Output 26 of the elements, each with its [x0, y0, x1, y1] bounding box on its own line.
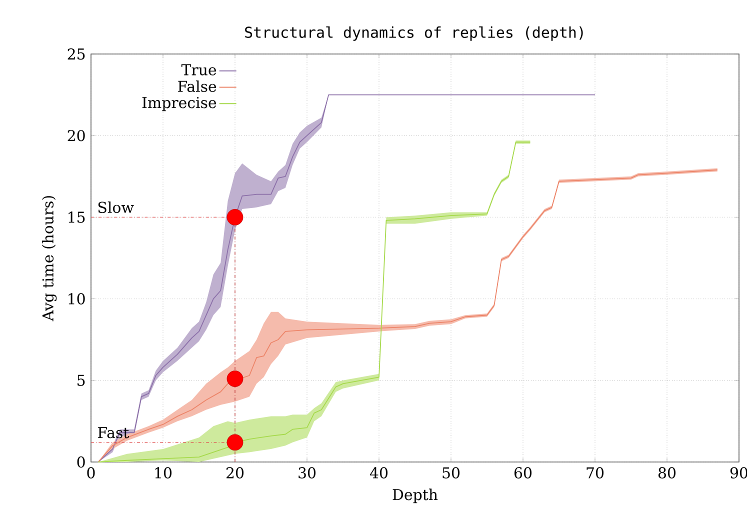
legend-label: True — [181, 64, 216, 76]
y-tick-label: 10 — [68, 293, 85, 304]
y-tick-label: 5 — [78, 374, 85, 386]
x-tick-label: 60 — [514, 467, 532, 478]
x-tick-label: 10 — [155, 467, 172, 478]
point — [226, 434, 244, 451]
y-tick-label: 0 — [77, 456, 85, 468]
y-axis-title: Avg time (hours) — [42, 196, 57, 322]
ref-line-label: Slow — [98, 201, 134, 214]
y-tick-label: 20 — [68, 130, 85, 142]
point — [226, 370, 244, 387]
x-tick-label: 50 — [442, 467, 460, 478]
x-tick-label: 70 — [586, 467, 604, 478]
point — [226, 209, 244, 226]
ref-line-label: Fast — [98, 427, 130, 438]
x-tick-label: 0 — [87, 467, 95, 478]
chart-title: Structural dynamics of replies (depth) — [245, 26, 583, 41]
y-tick-label: 15 — [68, 212, 85, 223]
x-tick-label: 40 — [370, 467, 388, 478]
y-tick-label: 25 — [68, 48, 85, 60]
legend-label: False — [178, 80, 216, 92]
x-axis-title: Depth — [392, 488, 438, 504]
legend-label: Imprecise — [142, 97, 216, 112]
x-tick-label: 30 — [298, 467, 316, 478]
x-tick-label: 80 — [658, 467, 676, 478]
x-tick-label: 20 — [226, 467, 244, 478]
